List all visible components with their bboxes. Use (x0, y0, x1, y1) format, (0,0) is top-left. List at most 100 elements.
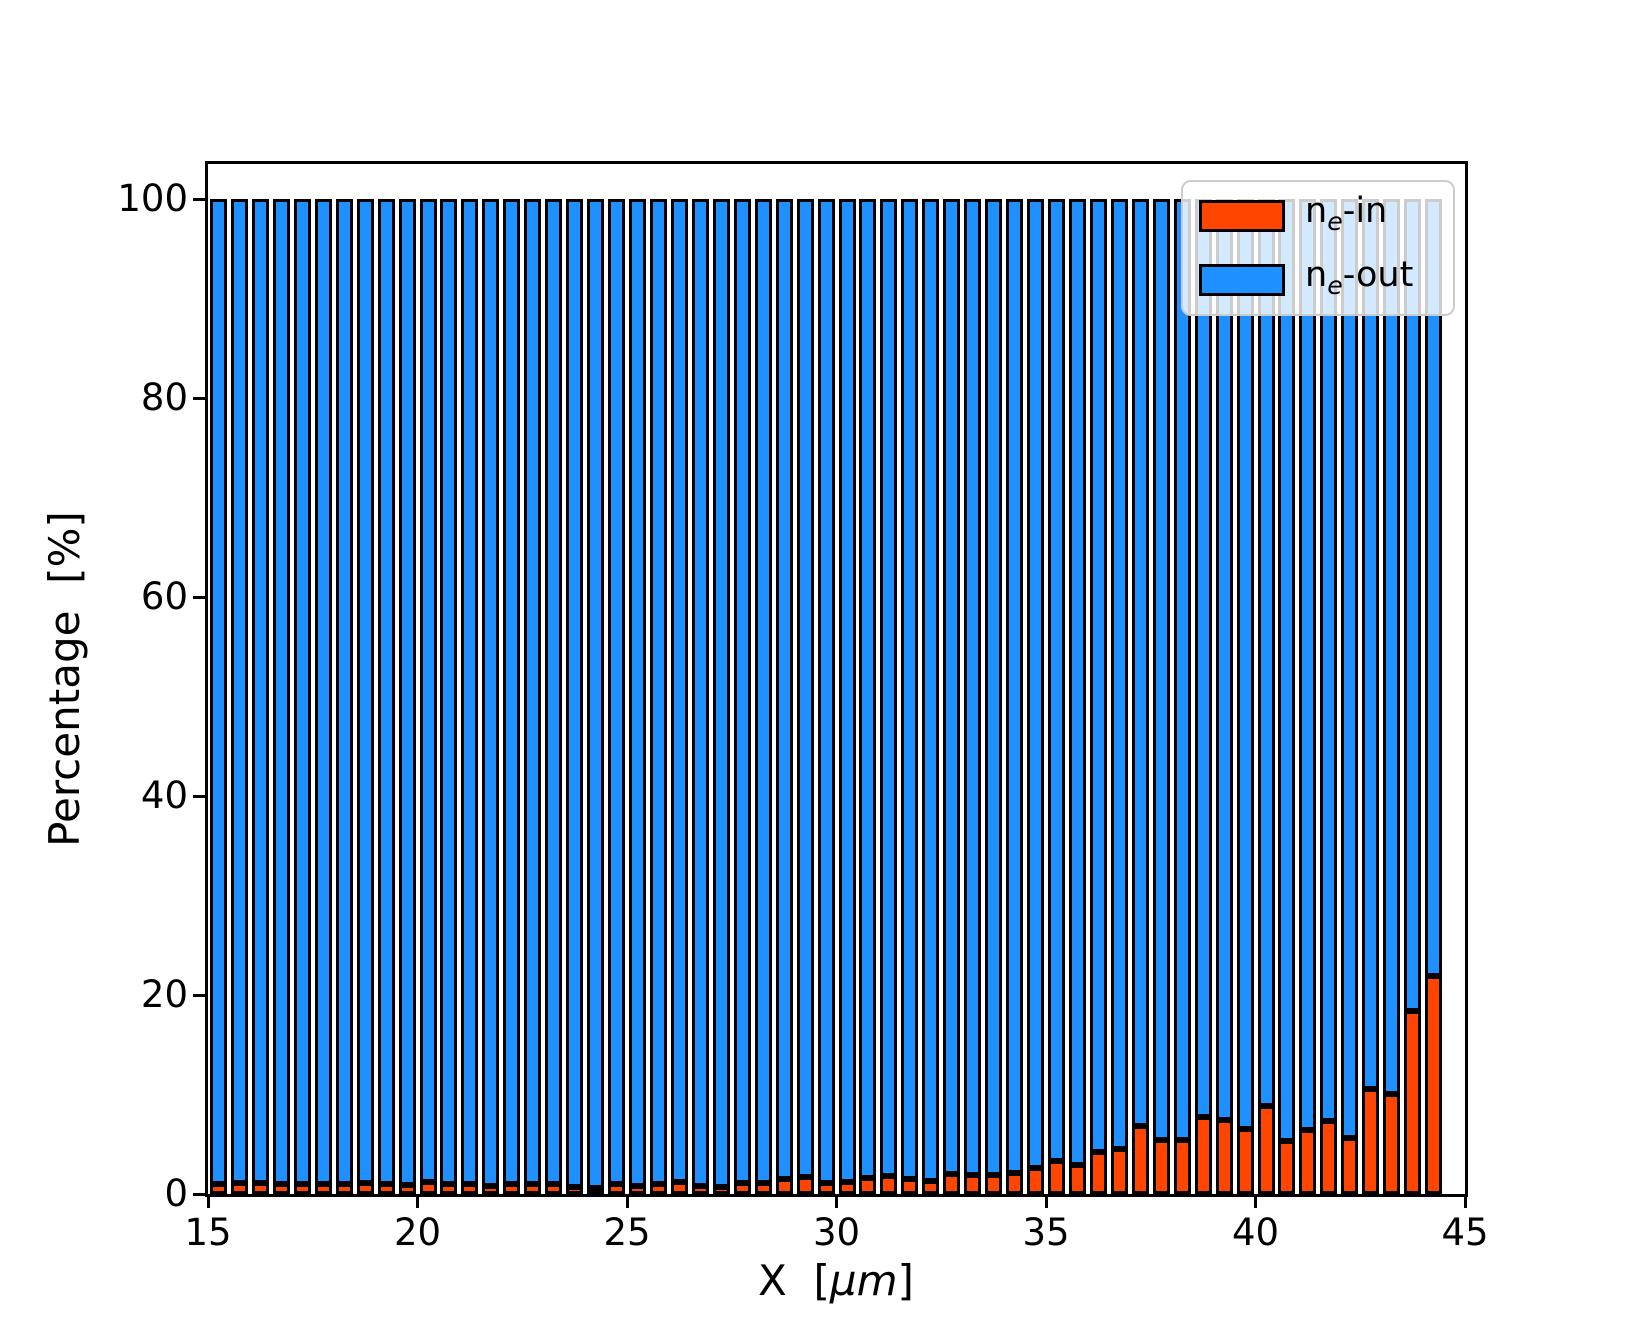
bar-segment-in (461, 1184, 479, 1194)
bar-segment-out (1089, 199, 1107, 1152)
stacked-bar (838, 199, 856, 1194)
bar-segment-out (838, 199, 856, 1182)
stacked-bar (608, 199, 625, 1194)
bar-segment-out (1320, 199, 1338, 1121)
bar-segment-out (985, 199, 1003, 1175)
bar-segment-out (1383, 199, 1401, 1094)
bar-segment-in (1236, 1129, 1254, 1194)
bar-segment-in (649, 1184, 667, 1194)
stacked-bar (524, 199, 542, 1194)
bar-segment-out (1006, 199, 1024, 1173)
stacked-bar (964, 199, 982, 1194)
bar-segment-out (440, 199, 458, 1184)
bar-segment-in (1173, 1140, 1191, 1194)
bar-segment-in (377, 1184, 395, 1194)
bar-segment-out (587, 199, 605, 1188)
bar-segment-out (210, 199, 227, 1184)
bar-segment-in (293, 1184, 311, 1194)
bar-segment-in (775, 1179, 793, 1194)
bar-segment-in (251, 1183, 269, 1194)
bar-segment-in (859, 1178, 877, 1194)
bar-segment-in (566, 1187, 584, 1194)
bar-segment-in (210, 1184, 227, 1194)
stacked-bar (1299, 199, 1317, 1194)
stacked-bar (335, 199, 353, 1194)
stacked-bar (461, 199, 479, 1194)
bar-segment-out (482, 199, 500, 1186)
x-tick-mark (1463, 1194, 1467, 1208)
stacked-bar (1006, 199, 1024, 1194)
legend: ne-in ne-out (1181, 180, 1455, 316)
bar-segment-out (1194, 199, 1212, 1117)
stacked-bar (712, 199, 730, 1194)
stacked-bar (1089, 199, 1107, 1194)
stacked-bar (985, 199, 1003, 1194)
stacked-bar (503, 199, 521, 1194)
bar-segment-in (1341, 1138, 1359, 1194)
stacked-bar (566, 199, 584, 1194)
bar-segment-out (272, 199, 290, 1184)
stacked-bar (1068, 199, 1086, 1194)
x-tick-mark (1044, 1194, 1048, 1208)
y-tick-mark (193, 595, 205, 599)
bar-segment-out (1027, 199, 1044, 1168)
bar-segment-out (251, 199, 269, 1183)
bar-segment-in (587, 1188, 605, 1194)
bar-segment-in (922, 1181, 940, 1194)
y-tick-mark (193, 794, 205, 798)
bar-segment-out (545, 199, 563, 1184)
bar-segment-in (230, 1183, 248, 1194)
stacked-bar (733, 199, 751, 1194)
y-tick-label: 60 (140, 575, 188, 618)
stacked-bar (293, 199, 311, 1194)
y-axis-label: Percentage [%] (40, 511, 89, 847)
stacked-bar (1048, 199, 1065, 1194)
bar-segment-out (314, 199, 332, 1184)
stacked-bar (796, 199, 814, 1194)
bar-segment-out (629, 199, 646, 1186)
x-tick-label: 30 (812, 1211, 861, 1254)
bar-segment-out (1362, 199, 1380, 1089)
stacked-bar (398, 199, 416, 1194)
bar-segment-out (1278, 199, 1296, 1141)
bar-segment-in (796, 1177, 814, 1194)
x-tick-mark (416, 1194, 419, 1208)
plot-area: 0 20 40 60 80 100 15 20 25 30 35 40 45 ne-in ne-out (117, 161, 1489, 1254)
bar-segment-in (901, 1179, 919, 1194)
stacked-bar (1425, 199, 1443, 1194)
bar-segment-in (335, 1184, 353, 1194)
x-tick-mark (625, 1194, 629, 1208)
bar-segment-in (1089, 1152, 1107, 1194)
bar-segment-out (754, 199, 772, 1183)
y-tick-mark (193, 993, 205, 997)
bar-segment-in (817, 1183, 835, 1194)
stacked-bar (1027, 199, 1044, 1194)
stacked-bar (775, 199, 793, 1194)
bar-segment-in (482, 1186, 500, 1194)
bar-segment-out (670, 199, 688, 1182)
legend-label-out: ne-out (1305, 254, 1414, 300)
stacked-bar (880, 199, 898, 1194)
stacked-bar (1236, 199, 1254, 1194)
y-tick-label: 40 (140, 774, 188, 817)
legend-label-in: ne-in (1305, 190, 1388, 236)
x-tick-label: 35 (1022, 1211, 1070, 1254)
bar-segment-in (1068, 1165, 1086, 1194)
bar-segment-in (943, 1174, 961, 1194)
stacked-bar (1257, 199, 1275, 1194)
bars-container (208, 164, 1465, 1194)
bar-segment-in (1131, 1126, 1149, 1194)
bar-segment-in (1425, 976, 1443, 1194)
bar-segment-in (754, 1183, 772, 1194)
bar-segment-in (670, 1182, 688, 1194)
stacked-bar (1404, 199, 1422, 1194)
bar-segment-out (503, 199, 521, 1184)
bar-segment-in (691, 1186, 709, 1194)
x-tick-mark (1254, 1194, 1257, 1208)
bar-segment-in (964, 1175, 982, 1194)
bar-segment-in (545, 1184, 563, 1194)
bar-segment-out (1110, 199, 1128, 1149)
bar-segment-out (608, 199, 625, 1184)
stacked-bar (901, 199, 919, 1194)
